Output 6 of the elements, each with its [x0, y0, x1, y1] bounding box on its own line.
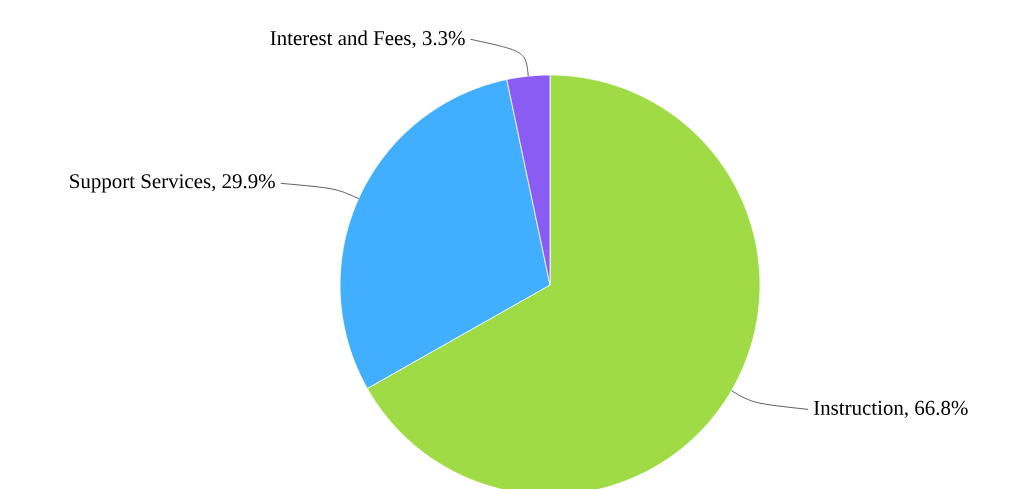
- slice-label: Instruction: [813, 400, 904, 415]
- data-label: , 66.8%: [904, 400, 968, 418]
- slice-label: Interest and Fees: [270, 30, 411, 46]
- data-label: , 29.9%: [211, 174, 275, 192]
- data-label: , 3.3%: [412, 31, 465, 49]
- slice-label: Support Services: [70, 174, 211, 193]
